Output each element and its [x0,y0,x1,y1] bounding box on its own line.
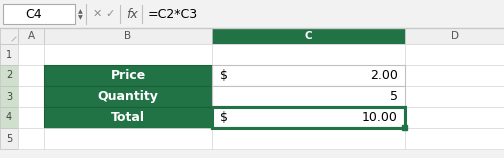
Text: fx: fx [126,7,138,21]
Bar [18,28,44,44]
Text: 5: 5 [6,134,12,143]
Bar [18,44,44,65]
Bar [405,86,504,107]
Bar [405,28,504,44]
Text: 3: 3 [6,91,12,101]
Bar [212,28,405,44]
Bar [0,44,18,65]
Text: 10.00: 10.00 [362,111,398,124]
Bar [18,107,44,128]
Text: Price: Price [110,69,146,82]
Text: B: B [124,31,132,41]
Bar [0,28,18,44]
Text: =C2*C3: =C2*C3 [148,7,198,21]
Text: $: $ [220,69,228,82]
Bar [18,65,44,86]
Bar [0,107,18,128]
Text: 2.00: 2.00 [370,69,398,82]
Bar [0,128,18,149]
Bar [44,86,212,107]
Bar [44,28,212,44]
Bar [44,44,212,65]
Text: Total: Total [111,111,145,124]
Bar [0,65,18,86]
Text: 4: 4 [6,112,12,122]
Text: ✓: ✓ [105,9,115,19]
Text: ✕: ✕ [92,9,102,19]
Bar [44,128,212,149]
Text: 5: 5 [390,90,398,103]
Bar [402,125,407,130]
Bar [405,65,504,86]
Bar [0,0,504,28]
Text: ▲: ▲ [78,9,82,14]
Bar [405,44,504,65]
Text: ▼: ▼ [78,15,82,20]
Text: 1: 1 [6,49,12,60]
Text: A: A [27,31,35,41]
Bar [212,107,405,128]
Bar [405,107,504,128]
Text: C: C [305,31,312,41]
Bar [44,65,212,86]
Bar [44,107,212,128]
Bar [212,86,405,107]
Bar [212,65,405,86]
Bar [18,128,44,149]
Text: C4: C4 [26,7,42,21]
Bar [405,128,504,149]
Bar [0,86,18,107]
Text: D: D [451,31,459,41]
Text: 2: 2 [6,70,12,80]
Bar [212,128,405,149]
Bar [18,86,44,107]
Text: Quantity: Quantity [98,90,158,103]
Text: $: $ [220,111,228,124]
Bar [3,4,75,24]
Bar [212,44,405,65]
Bar [212,107,405,128]
